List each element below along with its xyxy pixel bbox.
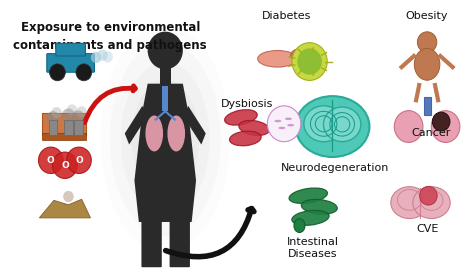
Circle shape [53, 152, 77, 178]
Text: O: O [75, 156, 83, 165]
Text: CVE: CVE [416, 224, 438, 234]
Ellipse shape [278, 127, 285, 129]
FancyBboxPatch shape [141, 218, 162, 267]
Circle shape [67, 147, 91, 173]
Circle shape [72, 110, 85, 125]
Circle shape [147, 32, 183, 69]
Polygon shape [184, 106, 206, 145]
Circle shape [91, 52, 101, 63]
Bar [424, 97, 430, 115]
Ellipse shape [295, 96, 369, 157]
Ellipse shape [121, 61, 210, 217]
Text: Obesity: Obesity [406, 11, 448, 21]
Text: Dysbiosis: Dysbiosis [220, 100, 273, 110]
Ellipse shape [431, 111, 460, 142]
Circle shape [63, 191, 74, 202]
Ellipse shape [258, 51, 297, 67]
Circle shape [76, 64, 92, 81]
Ellipse shape [225, 110, 257, 125]
Ellipse shape [167, 115, 185, 152]
Text: Neurodegeneration: Neurodegeneration [281, 163, 389, 173]
Ellipse shape [229, 131, 261, 146]
Bar [160, 67, 171, 84]
Bar [64, 120, 73, 135]
Ellipse shape [301, 199, 337, 214]
Circle shape [102, 51, 113, 63]
Circle shape [38, 147, 63, 173]
Polygon shape [135, 84, 196, 222]
Ellipse shape [146, 115, 163, 152]
Circle shape [418, 32, 437, 53]
FancyBboxPatch shape [47, 54, 94, 72]
Circle shape [297, 48, 322, 75]
Bar [74, 120, 82, 135]
Polygon shape [39, 199, 91, 218]
Circle shape [267, 106, 301, 142]
Circle shape [97, 49, 108, 61]
Bar [42, 133, 86, 140]
Circle shape [46, 111, 60, 125]
Ellipse shape [131, 80, 199, 198]
FancyBboxPatch shape [170, 218, 190, 267]
Circle shape [419, 186, 437, 205]
Circle shape [292, 43, 327, 80]
Ellipse shape [414, 48, 440, 80]
Ellipse shape [274, 120, 282, 122]
Text: Diabetes: Diabetes [262, 11, 311, 21]
Bar [49, 120, 57, 135]
Circle shape [49, 64, 65, 81]
Text: O: O [47, 156, 55, 165]
Ellipse shape [413, 187, 450, 219]
Circle shape [62, 108, 75, 123]
Ellipse shape [394, 111, 423, 142]
Ellipse shape [291, 49, 308, 62]
Ellipse shape [292, 210, 329, 225]
Text: O: O [61, 161, 69, 170]
Bar [162, 86, 168, 111]
Ellipse shape [294, 219, 305, 232]
FancyBboxPatch shape [56, 43, 85, 56]
Ellipse shape [287, 124, 294, 126]
Circle shape [432, 112, 450, 131]
Bar [42, 113, 86, 135]
Ellipse shape [391, 187, 428, 219]
Text: Exposure to environmental
contaminants and pathogens: Exposure to environmental contaminants a… [13, 21, 207, 52]
Ellipse shape [323, 107, 361, 142]
Ellipse shape [239, 120, 269, 135]
Ellipse shape [285, 118, 292, 120]
Text: Intestinal
Diseases: Intestinal Diseases [287, 237, 339, 259]
Circle shape [67, 104, 77, 116]
Ellipse shape [100, 26, 230, 252]
Circle shape [51, 107, 62, 118]
Ellipse shape [289, 188, 328, 203]
Ellipse shape [304, 106, 344, 142]
Text: Cancer: Cancer [412, 128, 451, 138]
Ellipse shape [110, 42, 221, 236]
Polygon shape [125, 106, 147, 145]
Circle shape [76, 106, 87, 118]
